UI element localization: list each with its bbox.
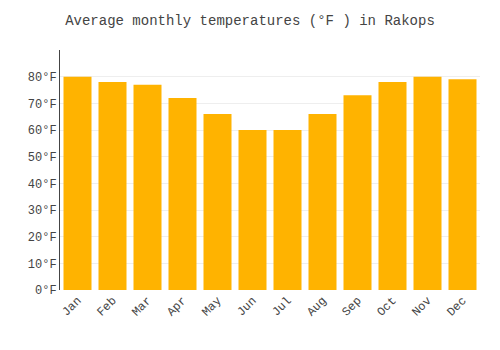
svg-text:Dec: Dec	[444, 294, 469, 319]
svg-text:Feb: Feb	[94, 294, 119, 319]
svg-text:0°F: 0°F	[35, 284, 57, 298]
svg-text:50°F: 50°F	[28, 151, 57, 165]
svg-text:40°F: 40°F	[28, 178, 57, 192]
svg-text:Mar: Mar	[129, 294, 154, 319]
svg-text:Jul: Jul	[269, 294, 294, 319]
svg-text:60°F: 60°F	[28, 124, 57, 138]
svg-text:May: May	[199, 294, 224, 319]
svg-text:Apr: Apr	[164, 294, 189, 319]
svg-text:30°F: 30°F	[28, 204, 57, 218]
svg-text:Jan: Jan	[59, 294, 84, 319]
svg-text:Sep: Sep	[339, 294, 364, 319]
svg-text:80°F: 80°F	[28, 71, 57, 85]
svg-text:Aug: Aug	[304, 294, 329, 319]
svg-text:70°F: 70°F	[28, 98, 57, 112]
svg-text:Jun: Jun	[234, 294, 259, 319]
svg-text:Oct: Oct	[374, 294, 399, 319]
svg-text:Average monthly temperatures (: Average monthly temperatures (°F ) in Ra…	[65, 13, 435, 29]
svg-text:Nov: Nov	[409, 294, 434, 319]
svg-text:20°F: 20°F	[28, 231, 57, 245]
svg-text:10°F: 10°F	[28, 258, 57, 272]
